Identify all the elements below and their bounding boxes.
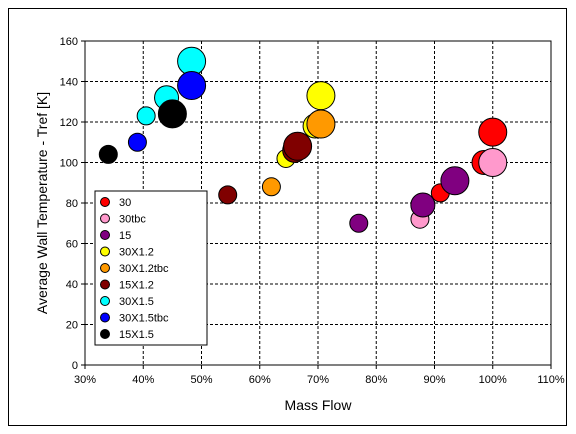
data-point-15 bbox=[350, 214, 368, 232]
data-point-15 bbox=[441, 167, 469, 195]
data-point-30x1-2tbc bbox=[262, 178, 280, 196]
legend-marker bbox=[101, 330, 110, 339]
y-tick-label: 100 bbox=[60, 158, 78, 170]
legend-marker bbox=[101, 214, 110, 223]
legend-marker bbox=[101, 297, 110, 306]
x-tick-label: 70% bbox=[307, 374, 329, 386]
data-point-15x1-5 bbox=[158, 100, 186, 128]
x-axis-title: Mass Flow bbox=[285, 397, 353, 413]
y-tick-label: 80 bbox=[66, 198, 78, 210]
legend-marker bbox=[101, 247, 110, 256]
data-point-30x1-5 bbox=[137, 107, 155, 125]
legend-label: 15X1.5 bbox=[119, 329, 154, 341]
legend-label: 30 bbox=[119, 197, 131, 209]
y-tick-label: 20 bbox=[66, 320, 78, 332]
legend-label: 30X1.2 bbox=[119, 247, 154, 259]
x-tick-label: 90% bbox=[423, 374, 445, 386]
legend-label: 15X1.2 bbox=[119, 280, 154, 292]
x-tick-label: 80% bbox=[365, 374, 387, 386]
legend: 30 30tbc 15 30X1.2 30X1.2tbc 15X1.2 30X1.5 30X1… bbox=[95, 191, 207, 345]
legend-label: 30X1.5tbc bbox=[119, 313, 169, 325]
y-tick-label: 160 bbox=[60, 36, 78, 48]
data-point-30x1-2tbc bbox=[307, 110, 335, 138]
y-tick-label: 120 bbox=[60, 117, 78, 129]
data-point-15 bbox=[411, 193, 435, 217]
legend-label: 30X1.5 bbox=[119, 296, 154, 308]
y-tick-label: 0 bbox=[72, 360, 78, 372]
legend-marker bbox=[101, 313, 110, 322]
x-tick-label: 110% bbox=[537, 374, 565, 386]
data-point-15x1-2 bbox=[284, 132, 312, 160]
y-tick-label: 40 bbox=[66, 279, 78, 291]
legend-label: 30X1.2tbc bbox=[119, 263, 169, 275]
legend-marker bbox=[101, 231, 110, 240]
x-tick-label: 50% bbox=[190, 374, 212, 386]
x-tick-label: 60% bbox=[249, 374, 271, 386]
x-tick-label: 30% bbox=[74, 374, 96, 386]
data-point-30 bbox=[479, 118, 507, 146]
data-point-15x1-5 bbox=[99, 145, 117, 163]
legend-marker bbox=[101, 264, 110, 273]
y-tick-label: 140 bbox=[60, 77, 78, 89]
legend-marker bbox=[101, 198, 110, 207]
legend-label: 15 bbox=[119, 230, 131, 242]
data-point-15x1-2 bbox=[219, 186, 237, 204]
y-tick-label: 60 bbox=[66, 239, 78, 251]
x-tick-label: 100% bbox=[479, 374, 507, 386]
x-tick-label: 40% bbox=[132, 374, 154, 386]
legend-marker bbox=[101, 280, 110, 289]
data-point-30tbc bbox=[479, 149, 507, 177]
legend-label: 30tbc bbox=[119, 214, 146, 226]
data-point-30x1-2 bbox=[307, 82, 335, 110]
data-point-30x1-5tbc bbox=[178, 72, 206, 100]
data-point-30x1-5tbc bbox=[128, 133, 146, 151]
y-axis-title: Average Wall Temperature - Tref [K] bbox=[34, 92, 50, 314]
